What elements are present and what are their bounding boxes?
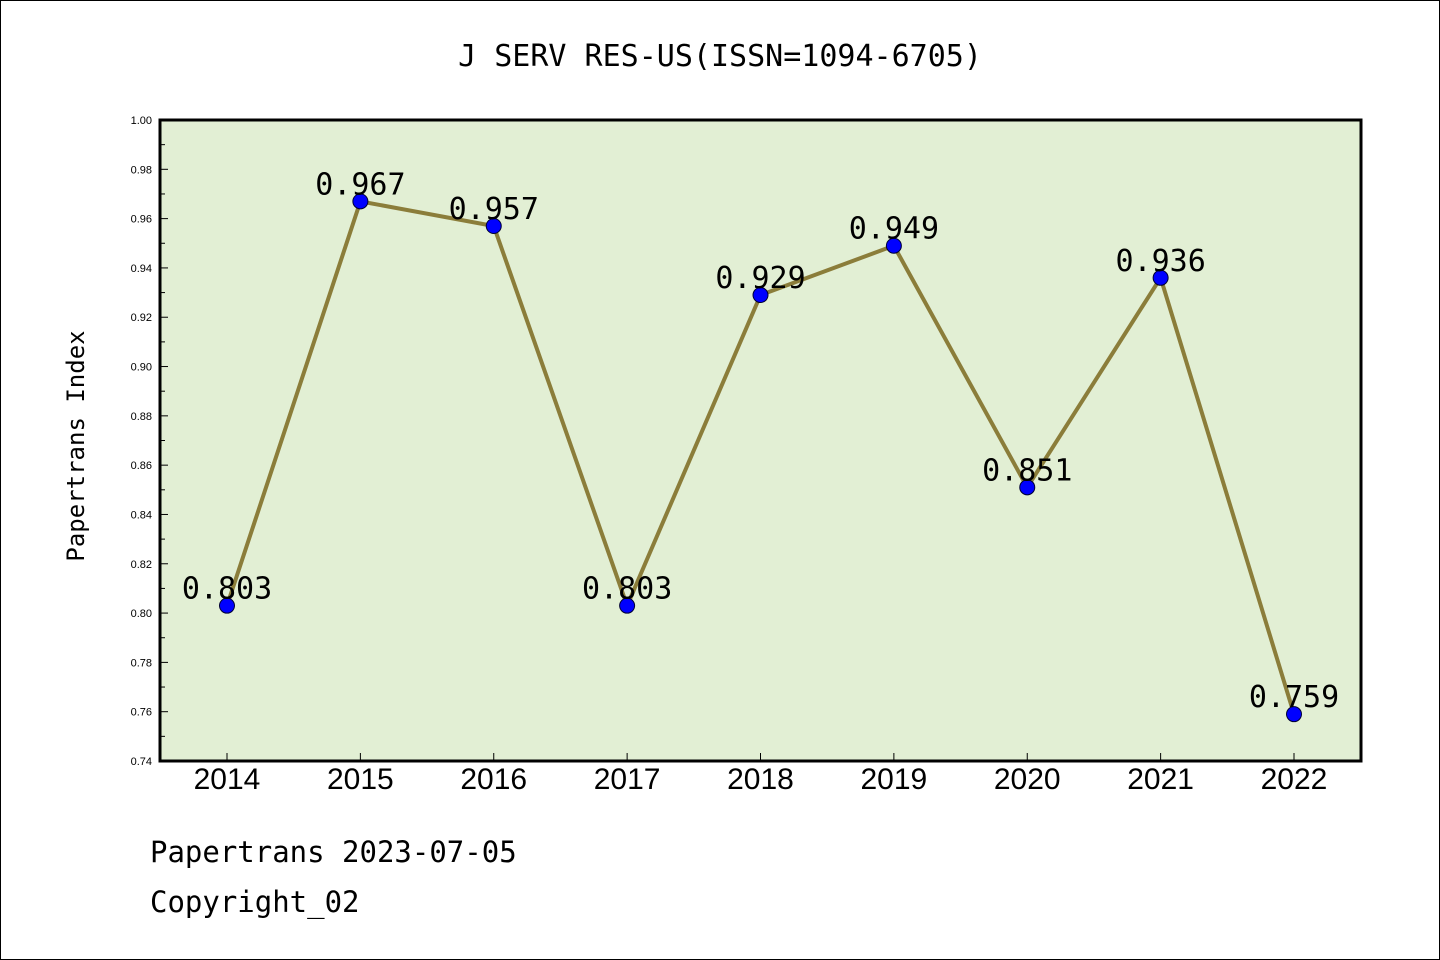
footer-copyright: Copyright_02 bbox=[150, 885, 360, 919]
y-tick-label: 0.92 bbox=[131, 312, 152, 324]
data-point bbox=[485, 218, 502, 235]
y-tick-label: 0.88 bbox=[131, 411, 152, 423]
data-label: 0.759 bbox=[1249, 680, 1339, 715]
x-tick-label: 2018 bbox=[727, 763, 794, 796]
x-tick-label: 2016 bbox=[460, 763, 527, 796]
data-point bbox=[752, 287, 769, 304]
x-tick-label: 2019 bbox=[861, 763, 928, 796]
y-tick-label: 0.90 bbox=[131, 362, 152, 374]
y-tick-label: 0.76 bbox=[131, 707, 152, 719]
y-tick-label: 0.96 bbox=[131, 214, 152, 226]
data-label: 0.929 bbox=[715, 261, 805, 296]
y-tick-label: 0.86 bbox=[131, 460, 152, 472]
data-point bbox=[619, 597, 636, 614]
x-tick-label: 2015 bbox=[327, 763, 394, 796]
y-tick-label: 0.94 bbox=[131, 263, 152, 275]
x-axis: 2014 2015 2016 2017 2018 2019 2020 2021 2022 bbox=[194, 753, 1328, 796]
y-tick-label: 0.80 bbox=[131, 608, 152, 620]
data-label: 0.967 bbox=[315, 167, 405, 202]
data-point bbox=[219, 597, 235, 614]
data-point bbox=[885, 237, 902, 254]
x-tick-label: 2020 bbox=[994, 763, 1061, 796]
y-tick-label: 0.78 bbox=[131, 657, 152, 669]
y-tick-label: 1.00 bbox=[131, 115, 152, 127]
x-tick-label: 2014 bbox=[194, 763, 261, 796]
y-axis-label: Papertrans Index bbox=[62, 330, 90, 561]
plot-area bbox=[158, 118, 1363, 763]
data-label: 0.803 bbox=[582, 572, 672, 607]
data-point bbox=[1286, 706, 1302, 723]
y-tick-label: 0.82 bbox=[131, 559, 152, 571]
data-point bbox=[352, 193, 369, 210]
data-label: 0.851 bbox=[982, 453, 1072, 488]
data-point bbox=[1152, 269, 1169, 286]
y-tick-label: 0.84 bbox=[131, 509, 152, 521]
y-axis: 0.74 0.76 0.78 0.80 0.82 0.84 0.86 0.88 0.90 0.92… bbox=[131, 115, 168, 768]
data-markers bbox=[219, 193, 1302, 723]
y-tick-label: 0.98 bbox=[131, 164, 152, 176]
data-point bbox=[1019, 479, 1036, 496]
data-labels: 0.803 0.967 0.957 0.803 0.929 0.949 0.851 0.936… bbox=[182, 167, 1339, 715]
data-label: 0.803 bbox=[182, 572, 272, 607]
data-label: 0.936 bbox=[1115, 244, 1205, 279]
x-tick-label: 2021 bbox=[1127, 763, 1194, 796]
data-label: 0.957 bbox=[449, 192, 539, 227]
x-tick-label: 2022 bbox=[1261, 763, 1328, 796]
chart-title: J SERV RES-US(ISSN=1094-6705) bbox=[458, 39, 982, 74]
footer-date: Papertrans 2023-07-05 bbox=[150, 835, 517, 869]
y-tick-label: 0.74 bbox=[131, 756, 152, 768]
x-tick-label: 2017 bbox=[594, 763, 661, 796]
data-label: 0.949 bbox=[849, 212, 939, 247]
